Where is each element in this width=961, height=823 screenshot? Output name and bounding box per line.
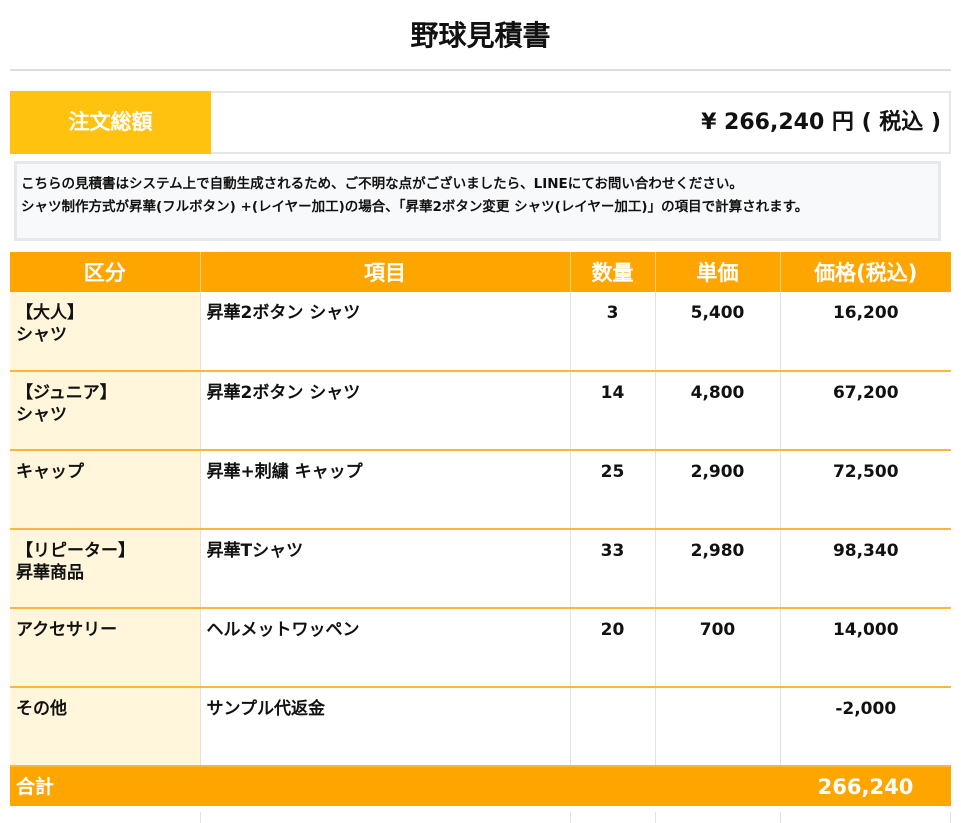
category-line-1: 【ジュニア】	[16, 383, 117, 403]
row-unit-price: 2,980	[655, 529, 781, 609]
row-quantity: 33	[570, 529, 656, 609]
category-line-1: キャップ	[16, 462, 84, 482]
row-price: 98,340	[780, 529, 951, 609]
row-price: 16,200	[780, 292, 951, 372]
row-unit-price: 4,800	[655, 371, 781, 451]
row-quantity: 3	[570, 292, 656, 372]
order-total-box: 注文総額 ¥ 266,240 円 ( 税込 )	[10, 91, 951, 154]
quote-table: 区分 項目 数量 単価 価格(税込) 【大人】 シャツ 昇華2ボタン シャツ 3 …	[10, 252, 951, 806]
title-divider	[10, 69, 951, 71]
row-quantity: 25	[570, 450, 656, 530]
notice-line-1: こちらの見積書はシステム上で自動生成されるため、ご不明な点がございましたら、LI…	[21, 176, 743, 192]
row-category: アクセサリー	[10, 608, 201, 688]
row-category: 【ジュニア】 シャツ	[10, 371, 201, 451]
row-price: 14,000	[780, 608, 951, 688]
row-category: その他	[10, 687, 201, 767]
category-line-2: 昇華商品	[16, 563, 84, 583]
table-row: 【リピーター】 昇華商品 昇華Tシャツ 33 2,980 98,340	[10, 529, 951, 609]
table-sum-row: 合計 266,240	[10, 766, 951, 806]
order-total-value: ¥ 266,240 円 ( 税込 )	[701, 110, 941, 135]
row-price: 72,500	[780, 450, 951, 530]
category-line-1: その他	[16, 699, 67, 719]
column-divider	[950, 812, 951, 823]
header-quantity: 数量	[570, 252, 656, 292]
row-category: 【リピーター】 昇華商品	[10, 529, 201, 609]
row-item: 昇華+刺繍 キャップ	[200, 450, 571, 530]
table-header-row: 区分 項目 数量 単価 価格(税込)	[10, 252, 951, 292]
sum-label: 合計	[10, 766, 780, 806]
row-unit-price	[655, 687, 781, 767]
row-item: 昇華Tシャツ	[200, 529, 571, 609]
row-unit-price: 5,400	[655, 292, 781, 372]
header-category: 区分	[10, 252, 201, 292]
row-price: -2,000	[780, 687, 951, 767]
table-row: その他 サンプル代返金 -2,000	[10, 687, 951, 767]
row-quantity: 14	[570, 371, 656, 451]
table-row: アクセサリー ヘルメットワッペン 20 700 14,000	[10, 608, 951, 688]
column-divider	[780, 812, 781, 823]
row-item: サンプル代返金	[200, 687, 571, 767]
header-unit-price: 単価	[655, 252, 781, 292]
category-line-1: 【大人】	[16, 303, 84, 323]
row-item: ヘルメットワッペン	[200, 608, 571, 688]
page-title: 野球見積書	[410, 19, 551, 52]
order-total-label: 注文総額	[10, 91, 211, 154]
category-line-2: シャツ	[16, 405, 67, 425]
row-item: 昇華2ボタン シャツ	[200, 292, 571, 372]
row-quantity	[570, 687, 656, 767]
category-line-1: 【リピーター】	[16, 541, 135, 561]
column-divider	[570, 812, 571, 823]
notice-line-2: シャツ制作方式が昇華(フルボタン) +(レイヤー加工)の場合、「昇華2ボタン変更…	[21, 199, 809, 215]
row-price: 67,200	[780, 371, 951, 451]
notice-box: こちらの見積書はシステム上で自動生成されるため、ご不明な点がございましたら、LI…	[14, 161, 941, 241]
table-row: キャップ 昇華+刺繍 キャップ 25 2,900 72,500	[10, 450, 951, 530]
row-category: 【大人】 シャツ	[10, 292, 201, 372]
column-divider	[655, 812, 656, 823]
row-unit-price: 2,900	[655, 450, 781, 530]
row-unit-price: 700	[655, 608, 781, 688]
table-row: 【ジュニア】 シャツ 昇華2ボタン シャツ 14 4,800 67,200	[10, 371, 951, 451]
header-item: 項目	[200, 252, 571, 292]
row-category: キャップ	[10, 450, 201, 530]
header-price: 価格(税込)	[780, 252, 951, 292]
table-row: 【大人】 シャツ 昇華2ボタン シャツ 3 5,400 16,200	[10, 292, 951, 372]
category-line-1: アクセサリー	[16, 620, 118, 640]
category-line-2: シャツ	[16, 325, 67, 345]
sum-value: 266,240	[780, 766, 951, 806]
column-divider	[200, 812, 201, 823]
row-quantity: 20	[570, 608, 656, 688]
row-item: 昇華2ボタン シャツ	[200, 371, 571, 451]
